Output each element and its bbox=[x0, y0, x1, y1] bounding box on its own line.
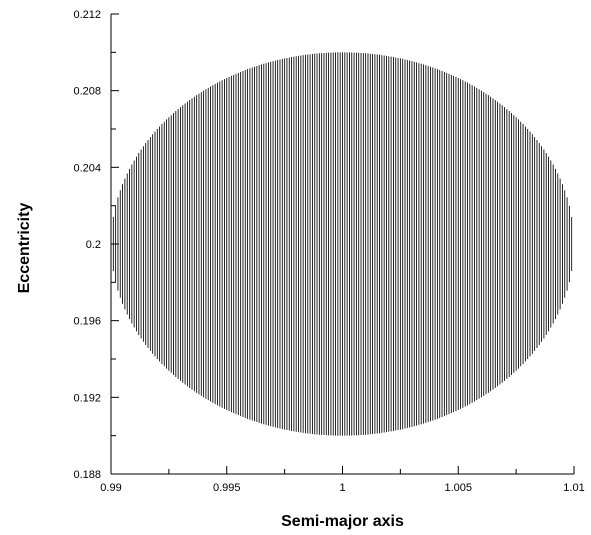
y-tick-label: 0.2 bbox=[86, 239, 101, 251]
x-tick-label: 1.005 bbox=[444, 482, 472, 494]
y-tick-label: 0.196 bbox=[73, 316, 101, 328]
y-tick-label: 0.192 bbox=[73, 392, 101, 404]
y-axis-ticks: 0.188 0.192 0.196 0.2 0.204 0.208 0.212 bbox=[73, 9, 119, 481]
y-axis-title: Eccentricity bbox=[16, 203, 33, 294]
x-tick-label: 0.995 bbox=[213, 482, 241, 494]
y-tick-label: 0.204 bbox=[73, 162, 101, 174]
x-axis-title: Semi-major axis bbox=[281, 513, 404, 530]
x-axis-ticks: 0.99 0.995 1 1.005 1.01 bbox=[100, 466, 585, 494]
y-tick-label: 0.212 bbox=[73, 9, 101, 21]
x-tick-label: 1 bbox=[339, 482, 345, 494]
x-tick-label: 0.99 bbox=[100, 482, 121, 494]
x-tick-label: 1.01 bbox=[563, 482, 584, 494]
trajectory-fill bbox=[112, 52, 573, 436]
y-tick-label: 0.208 bbox=[73, 86, 101, 98]
y-tick-label: 0.188 bbox=[73, 469, 101, 481]
